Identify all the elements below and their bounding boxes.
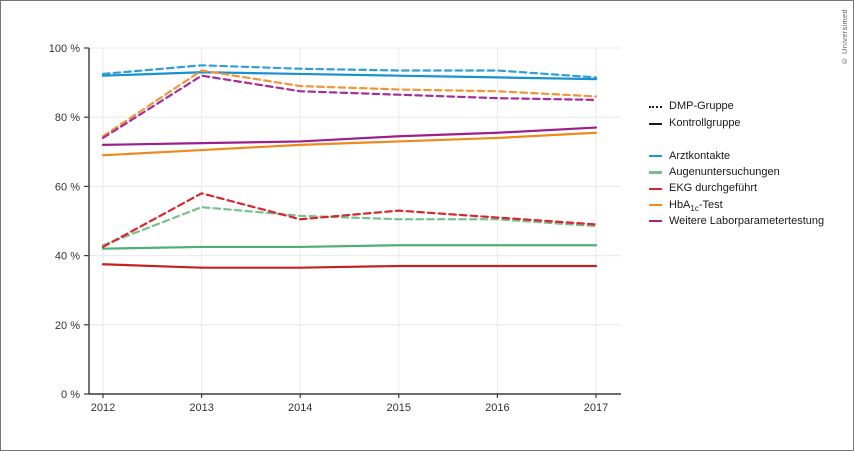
series-ekg-durchgef-hrt-dmp-gruppe <box>101 192 598 249</box>
x-tick-label: 2012 <box>91 402 115 414</box>
y-tick-label: 60 % <box>55 181 80 193</box>
x-tick-label: 2014 <box>288 402 312 414</box>
series-weitere-laborparametertestung-dmp-gruppe <box>101 74 598 140</box>
series-augenuntersuchungen-kontrollgruppe <box>101 244 598 250</box>
color-line-swatch-icon <box>649 203 662 207</box>
legend-label: Arztkontakte <box>669 149 731 162</box>
x-tick-label: 2017 <box>584 402 608 414</box>
color-line-swatch-icon <box>649 155 662 158</box>
x-tick-label: 2013 <box>189 402 213 414</box>
solid-line-swatch-icon <box>649 122 662 125</box>
legend-item-ekg-durchgef-hrt: EKG durchgeführt <box>649 181 824 197</box>
series-ekg-durchgef-hrt-kontrollgruppe <box>101 263 598 269</box>
tick-labels: 0 % 20 % 40 % 60 % 80 % 100 % 2012 2013 2014 2015… <box>49 43 608 414</box>
series-hba1c-test-kontrollgruppe <box>101 131 598 157</box>
legend-item-dmp-gruppe: DMP-Gruppe <box>649 98 824 115</box>
legend-label: Augenuntersuchungen <box>669 165 780 178</box>
legend-label: HbA1c-Test <box>669 198 723 213</box>
legend-series-colors: Arztkontakte Augenuntersuchungen EKG durch… <box>649 148 824 229</box>
series-hba1c-test-dmp-gruppe <box>101 69 598 138</box>
dashed-line-swatch-icon <box>649 105 662 108</box>
x-tick-label: 2016 <box>485 402 509 414</box>
legend-label: EKG durchgeführt <box>669 182 758 195</box>
legend-label: DMP-Gruppe <box>669 100 734 112</box>
axes <box>88 48 621 395</box>
color-line-swatch-icon <box>649 187 662 190</box>
legend-item-kontrollgruppe: Kontrollgruppe <box>649 115 824 132</box>
legend-item-augenuntersuchungen: Augenuntersuchungen <box>649 164 824 180</box>
y-tick-label: 40 % <box>55 251 80 263</box>
series-arztkontakte-dmp-gruppe <box>101 64 598 79</box>
series-augenuntersuchungen-dmp-gruppe <box>101 206 598 247</box>
copyright-vertical-text: © Universimed <box>840 9 849 66</box>
y-tick-label: 100 % <box>49 43 80 55</box>
series-lines <box>101 64 598 269</box>
y-tick-label: 80 % <box>55 112 80 124</box>
legend-item-hba1c-test: HbA1c-Test <box>649 197 824 213</box>
color-line-swatch-icon <box>649 171 662 174</box>
series-weitere-laborparametertestung-kontrollgruppe <box>101 126 598 146</box>
y-tick-label: 0 % <box>61 389 80 401</box>
x-tick-label: 2015 <box>387 402 411 414</box>
legend-item-weitere-laborparametertestung: Weitere Laborparametertestung <box>649 213 824 229</box>
legend: DMP-Gruppe Kontrollgruppe Arztkontakte Aug… <box>649 98 824 229</box>
gridlines <box>89 47 621 394</box>
legend-label: Weitere Laborparametertestung <box>669 214 825 227</box>
legend-label: Kontrollgruppe <box>669 117 741 129</box>
y-tick-label: 20 % <box>55 320 80 332</box>
color-line-swatch-icon <box>649 220 662 223</box>
legend-item-arztkontakte: Arztkontakte <box>649 148 824 164</box>
legend-group-styles: DMP-Gruppe Kontrollgruppe <box>649 98 824 132</box>
series-arztkontakte-kontrollgruppe <box>101 71 598 81</box>
